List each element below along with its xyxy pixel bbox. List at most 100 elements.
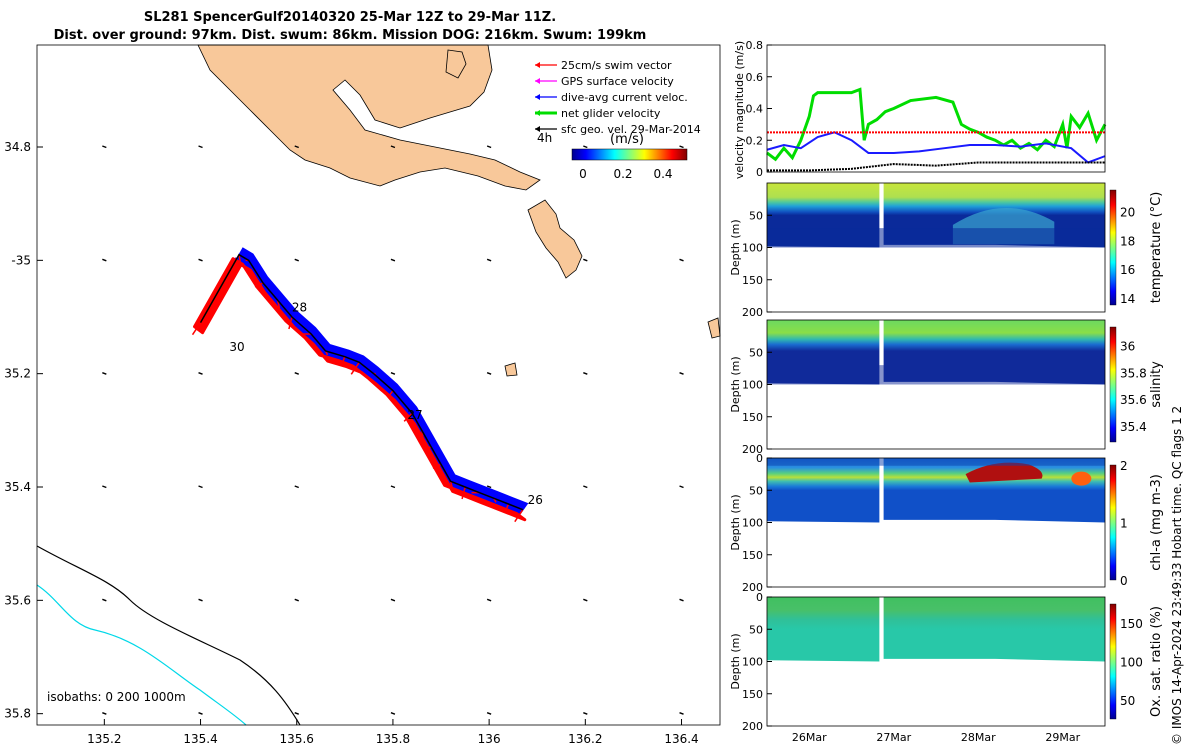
colorbar-label: temperature (°C)	[1149, 192, 1164, 304]
sfc-geo-arrow	[102, 598, 107, 602]
colorbar	[1109, 189, 1117, 306]
sfc-geo-arrow	[198, 712, 203, 715]
y-tick-label: 35.6	[4, 593, 31, 607]
x-tick-label: 135.8	[376, 732, 410, 746]
sfc-geo-arrow	[486, 258, 492, 262]
sfc-geo-arrow	[294, 712, 299, 715]
sfc-geo-arrow	[102, 485, 107, 489]
colorbar	[1109, 326, 1117, 443]
colorbar-tick-label: 0.4	[653, 167, 672, 181]
legend-arrowhead	[535, 62, 540, 68]
swim-vector	[514, 509, 524, 523]
x-tick-label: 135.4	[183, 732, 217, 746]
legend-interval: 4h	[537, 131, 552, 145]
legend-item: 25cm/s swim vector	[561, 59, 672, 72]
y-tick-label: 35.8	[4, 707, 31, 721]
island-land	[707, 317, 721, 339]
x-tick-label: 135.2	[87, 732, 121, 746]
y-tick-label: 35.2	[4, 367, 31, 381]
legend-arrowhead	[535, 78, 540, 84]
colorbar-label: salinity	[1149, 361, 1164, 408]
chart-title-line2: Dist. over ground: 97km. Dist. swum: 86k…	[53, 28, 647, 43]
imos-credit: © IMOS 14-Apr-2024 23:49:33 Hobart time.…	[1170, 405, 1184, 745]
colorbar-tick-label: 0	[579, 167, 587, 181]
colorbar-tick-label: 35.8	[1120, 366, 1147, 380]
sfc-geo-arrow	[486, 485, 492, 489]
section-data-right	[883, 458, 1105, 523]
isobath-200m	[36, 584, 247, 726]
swim-vector	[254, 282, 264, 288]
current-velocity-ribbon	[196, 247, 529, 515]
sfc-geo-arrow	[294, 485, 299, 489]
section-data-right	[883, 597, 1105, 662]
x-tick-label: 27Mar	[876, 731, 911, 744]
x-tick-label: 136.2	[568, 732, 602, 746]
y-tick-label: 35.4	[4, 480, 31, 494]
swim-vector-ribbon	[193, 257, 527, 522]
colorbar	[1109, 464, 1117, 581]
colorbar-tick-label: 20	[1120, 206, 1135, 220]
sfc-geo-arrow	[583, 258, 588, 262]
sfc-geo-arrow	[679, 372, 684, 375]
map-axes-frame	[36, 44, 721, 726]
sfc-geo-arrow	[390, 598, 396, 602]
legend-arrowhead	[535, 94, 540, 100]
sfc-geo-arrow	[198, 258, 203, 262]
y-axis-label: Depth (m)	[729, 356, 742, 412]
y-tick-label: 150	[742, 411, 763, 424]
sfc-geo-arrow	[198, 485, 203, 489]
sfc-geo-arrow	[294, 598, 299, 602]
sfc-geo-arrow	[390, 485, 396, 489]
y-tick-label: 50	[749, 209, 763, 222]
x-tick-label: 136	[478, 732, 501, 746]
legend-arrowhead	[535, 126, 540, 132]
chl-surface	[767, 458, 1105, 466]
swim-vector	[191, 322, 202, 336]
swim-vector	[432, 463, 442, 470]
sfc-geo-arrow	[583, 372, 588, 375]
x-tick-label: 135.6	[280, 732, 314, 746]
swim-vector	[341, 356, 346, 365]
day-label: 28	[292, 300, 307, 314]
chl-maximum	[965, 462, 1043, 483]
colorbar-units: (m/s)	[610, 132, 644, 147]
sfc-geo-arrow	[102, 258, 107, 262]
day-label: 27	[407, 408, 422, 422]
y-tick-label: 100	[742, 379, 763, 392]
sfc-geo-arrow	[102, 145, 107, 149]
swim-vector	[504, 503, 510, 513]
sfc-geo-arrow	[390, 145, 396, 149]
section-data-left	[767, 458, 880, 523]
series-sfc-geo-vel-	[767, 161, 1105, 172]
sfc-geo-arrow	[390, 258, 396, 262]
y-tick-label: 50	[749, 484, 763, 497]
y-tick-label: 150	[742, 549, 763, 562]
sfc-geo-arrow	[679, 258, 684, 262]
island-land	[504, 362, 518, 377]
y-tick-label: 100	[742, 517, 763, 530]
sfc-geo-arrow	[390, 372, 396, 375]
fresh-bottom-water	[767, 365, 1105, 385]
y-tick-label: 200	[742, 581, 763, 594]
y-tick-label: 150	[742, 688, 763, 701]
section-data-left	[767, 597, 880, 662]
track-map: 30 28 27 26 135.2 135.4 135.6 135.8 136 136.2 136.…	[4, 44, 721, 746]
colorbar-label: chl-a (mg m-3)	[1149, 474, 1164, 571]
x-tick-label: 28Mar	[961, 731, 996, 744]
colorbar-tick-label: 100	[1120, 656, 1143, 670]
sfc-geo-arrow	[486, 145, 492, 149]
y-axis-label: Depth (m)	[729, 219, 742, 275]
colorbar-tick-label: 0.2	[613, 167, 632, 181]
sfc-geo-arrow	[198, 372, 203, 375]
speed-colorbar	[571, 148, 688, 161]
sfc-geo-arrow	[294, 258, 299, 262]
sfc-geo-arrow	[486, 372, 492, 375]
sfc-geo-arrow	[294, 372, 299, 375]
sfc-geo-arrow	[679, 145, 684, 149]
chl-patch	[1071, 471, 1092, 486]
sfc-geo-arrow	[486, 712, 492, 715]
colorbar-tick-label: 50	[1120, 694, 1135, 708]
sfc-geo-arrow	[679, 485, 684, 489]
